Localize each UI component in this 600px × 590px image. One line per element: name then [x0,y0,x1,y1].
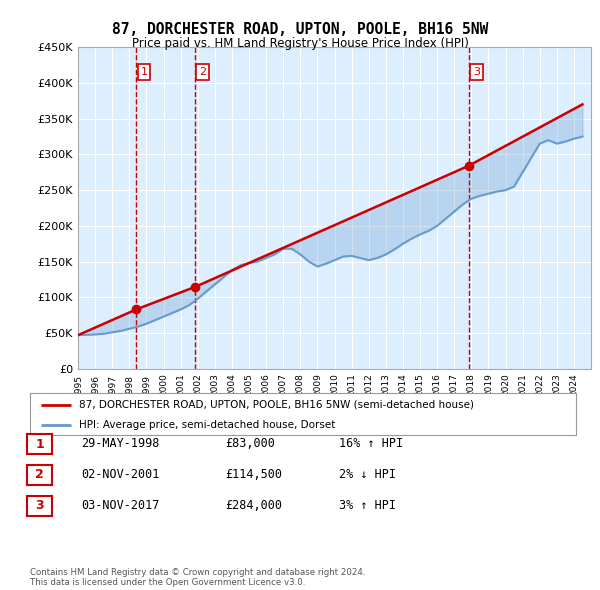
Text: 2: 2 [199,67,206,77]
Text: 16% ↑ HPI: 16% ↑ HPI [339,437,403,450]
Text: 1: 1 [35,438,44,451]
Text: 02-NOV-2001: 02-NOV-2001 [81,468,160,481]
Text: 3% ↑ HPI: 3% ↑ HPI [339,499,396,512]
Text: 2% ↓ HPI: 2% ↓ HPI [339,468,396,481]
Text: 03-NOV-2017: 03-NOV-2017 [81,499,160,512]
Text: £83,000: £83,000 [225,437,275,450]
Text: HPI: Average price, semi-detached house, Dorset: HPI: Average price, semi-detached house,… [79,420,335,430]
Text: 3: 3 [473,67,480,77]
Text: 29-MAY-1998: 29-MAY-1998 [81,437,160,450]
Text: 87, DORCHESTER ROAD, UPTON, POOLE, BH16 5NW (semi-detached house): 87, DORCHESTER ROAD, UPTON, POOLE, BH16 … [79,400,474,410]
Text: 87, DORCHESTER ROAD, UPTON, POOLE, BH16 5NW: 87, DORCHESTER ROAD, UPTON, POOLE, BH16 … [112,22,488,37]
Text: £114,500: £114,500 [225,468,282,481]
Text: 3: 3 [35,499,44,512]
Text: Contains HM Land Registry data © Crown copyright and database right 2024.
This d: Contains HM Land Registry data © Crown c… [30,568,365,587]
Text: Price paid vs. HM Land Registry's House Price Index (HPI): Price paid vs. HM Land Registry's House … [131,37,469,50]
Text: £284,000: £284,000 [225,499,282,512]
Text: 2: 2 [35,468,44,481]
Text: 1: 1 [140,67,148,77]
